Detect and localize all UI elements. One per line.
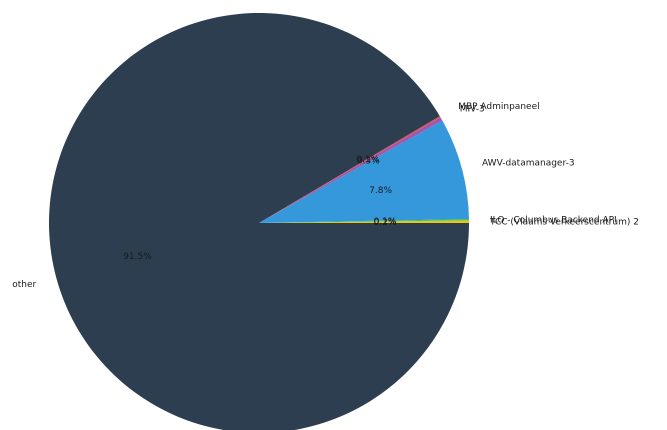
- pie-slice-mbp-adminpaneel: [259, 116, 441, 223]
- pie-slice-other: [49, 12, 469, 430]
- slice-percent-mbp-adminpaneel: 0.1%: [356, 155, 379, 165]
- slice-label-miv-3: MIV-3: [460, 105, 485, 115]
- pie-slice-miv-3: [259, 117, 443, 223]
- slice-label-awv-datamanager-3: AWV-datamanager-3: [482, 159, 575, 169]
- slice-label-ilo-columbus-backend-api: ILO - Columbus Backend API: [490, 215, 617, 225]
- slice-label-mbp-adminpaneel: MBP Adminpaneel: [458, 102, 539, 112]
- pie-percent-labels: 0.2%0.1%7.8%0.3%0.1%91.5%: [123, 155, 397, 262]
- slice-percent-awv-datamanager-3: 7.8%: [369, 186, 392, 196]
- pie-slice-tcc-vlaams-verkeerscentrum-2: [259, 220, 469, 223]
- slice-percent-tcc-vlaams-verkeerscentrum-2: 0.2%: [374, 218, 397, 228]
- pie-slice-awv-datamanager-3: [259, 120, 469, 223]
- pie-slice-ilo-columbus-backend-api: [259, 219, 469, 223]
- slice-percent-other: 91.5%: [123, 252, 152, 262]
- slice-label-other: other: [12, 280, 36, 290]
- slice-label-tcc-vlaams-verkeerscentrum-2: TCC (Vlaams Verkeerscentrum) 2: [489, 218, 639, 228]
- slice-percent-ilo-columbus-backend-api: 0.1%: [374, 217, 397, 227]
- pie-slices: [49, 12, 469, 430]
- slice-percent-miv-3: 0.3%: [357, 157, 380, 167]
